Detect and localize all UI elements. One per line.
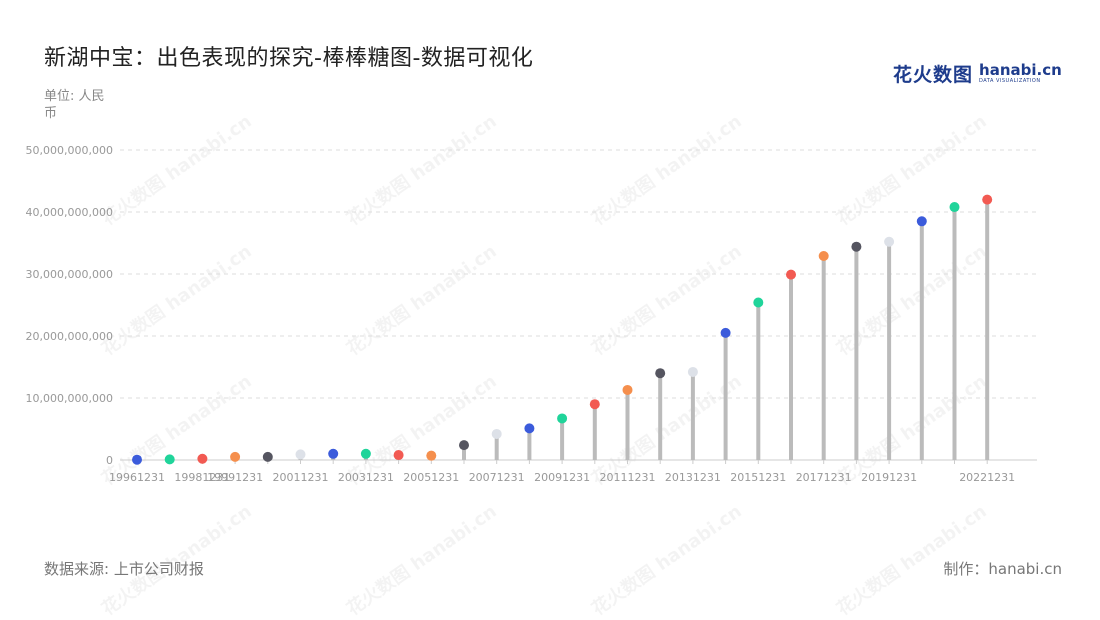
x-tick-label: 19981231 bbox=[174, 471, 230, 484]
watermark-text: 花火数图 hanabi.cn bbox=[588, 240, 746, 360]
y-axis-ticks: 0 10,000,000,000 20,000,000,000 30,000,000,… bbox=[26, 144, 113, 467]
x-tick-label: 19961231 bbox=[109, 471, 165, 484]
lollipop-point bbox=[687, 366, 698, 377]
y-tick-label: 50,000,000,000 bbox=[26, 144, 113, 157]
watermark-text: 花火数图 hanabi.cn bbox=[588, 500, 746, 620]
lollipop-point bbox=[982, 194, 993, 205]
lollipop-point bbox=[818, 251, 829, 262]
lollipop-point bbox=[132, 454, 142, 465]
logo-sub-text: DATA VISUALIZATION bbox=[979, 77, 1041, 84]
y-tick-label: 0 bbox=[106, 454, 113, 467]
lollipop-point bbox=[360, 448, 371, 459]
x-tick-label: 20011231 bbox=[273, 471, 329, 484]
lollipop-point bbox=[295, 449, 306, 460]
x-tick-label: 20221231 bbox=[959, 471, 1015, 484]
data-source: 数据来源: 上市公司财报 bbox=[44, 560, 204, 578]
chart-title: 新湖中宝：出色表现的探究-棒棒糖图-数据可视化 bbox=[44, 46, 534, 71]
x-tick-label: 20131231 bbox=[665, 471, 721, 484]
x-tick-label: 20031231 bbox=[338, 471, 394, 484]
x-tick-label: 20171231 bbox=[796, 471, 852, 484]
x-tick-label: 20051231 bbox=[403, 471, 459, 484]
lollipop-point bbox=[491, 428, 502, 439]
lollipop-point bbox=[557, 413, 568, 424]
y-tick-label: 10,000,000,000 bbox=[26, 392, 113, 405]
lollipop-point bbox=[589, 399, 600, 410]
lollipop-point bbox=[851, 241, 862, 252]
logo-cn-text: 花火数图 bbox=[893, 63, 974, 86]
lollipop-point bbox=[426, 450, 437, 461]
y-tick-label: 40,000,000,000 bbox=[26, 206, 113, 219]
lollipop-point bbox=[916, 216, 927, 227]
x-tick-label: 20151231 bbox=[730, 471, 786, 484]
lollipop-point bbox=[884, 236, 895, 247]
grid-lines bbox=[120, 149, 1037, 399]
x-tick-label: 20071231 bbox=[469, 471, 525, 484]
x-tick-label: 19991231 bbox=[207, 471, 263, 484]
x-tick-label: 20191231 bbox=[861, 471, 917, 484]
lollipop-point bbox=[949, 202, 960, 213]
lollipop-point bbox=[655, 368, 666, 379]
lollipop-point bbox=[230, 451, 241, 462]
logo-en-block: hanabi.cn DATA VISUALIZATION bbox=[979, 60, 1062, 84]
x-tick-label: 20091231 bbox=[534, 471, 590, 484]
logo-en-text: hanabi.cn bbox=[979, 60, 1062, 79]
y-tick-label: 20,000,000,000 bbox=[26, 330, 113, 343]
lollipop-point bbox=[720, 327, 731, 338]
lollipop-points bbox=[132, 194, 993, 465]
lollipop-point bbox=[524, 423, 535, 434]
y-tick-label: 30,000,000,000 bbox=[26, 268, 113, 281]
lollipop-point bbox=[459, 440, 469, 451]
maker-credit: 制作：hanabi.cn bbox=[943, 560, 1062, 578]
unit-label: 单位: 人民币 bbox=[44, 89, 105, 121]
watermark-text: 花火数图 hanabi.cn bbox=[98, 240, 256, 360]
lollipop-point bbox=[753, 297, 764, 308]
watermark-text: 花火数图 hanabi.cn bbox=[343, 500, 501, 620]
brand-logo: 花火数图 hanabi.cn DATA VISUALIZATION bbox=[893, 60, 1062, 86]
lollipop-stems bbox=[135, 199, 990, 460]
watermark-text: 花火数图 hanabi.cn bbox=[343, 240, 501, 360]
lollipop-point bbox=[197, 453, 208, 464]
lollipop-point bbox=[786, 269, 796, 280]
x-tick-label: 20111231 bbox=[600, 471, 656, 484]
watermark-text: 花火数图 hanabi.cn bbox=[343, 110, 501, 230]
lollipop-point bbox=[393, 450, 404, 461]
lollipop-point bbox=[328, 448, 339, 459]
lollipop-point bbox=[622, 384, 633, 395]
lollipop-point bbox=[164, 454, 175, 465]
lollipop-point bbox=[262, 451, 273, 462]
